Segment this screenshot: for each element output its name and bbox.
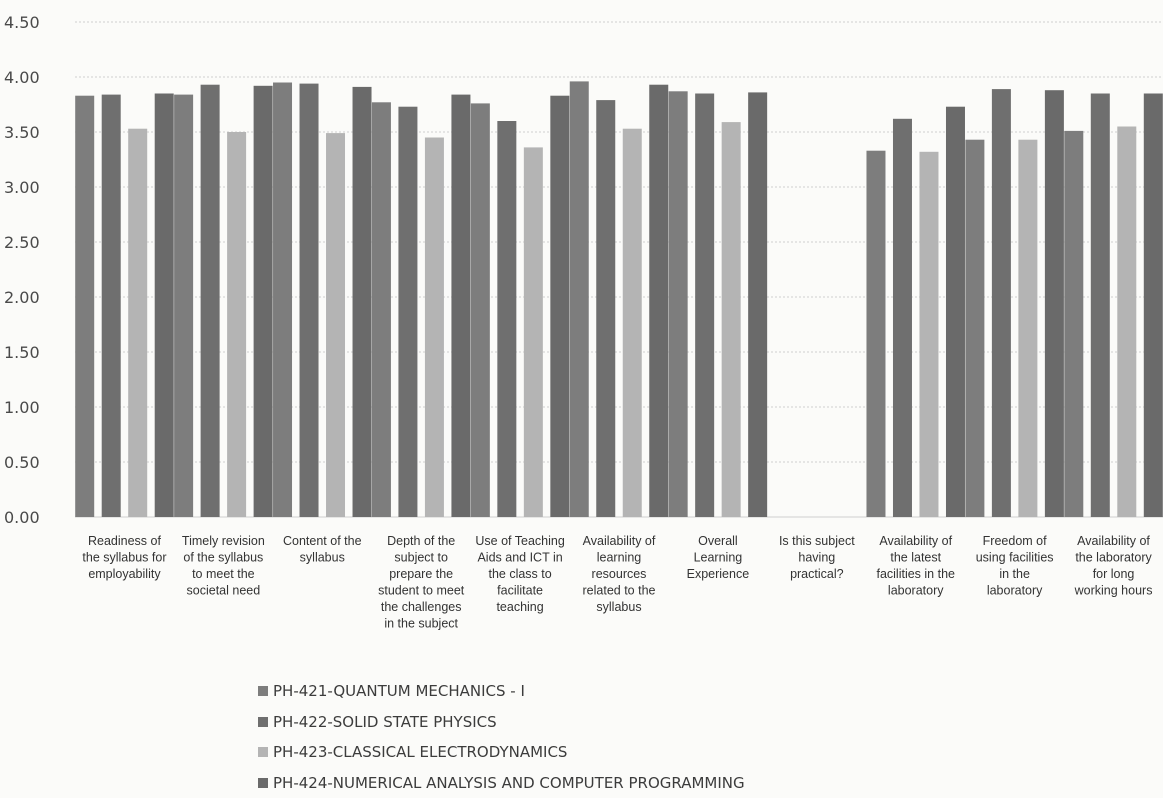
y-tick-label: 2.00 <box>4 288 40 307</box>
bar <box>300 84 319 517</box>
y-tick-label: 3.00 <box>4 178 40 197</box>
bar <box>451 95 470 517</box>
bar <box>353 87 372 517</box>
bar <box>75 96 94 517</box>
legend-swatch <box>258 778 268 788</box>
bar <box>372 102 391 517</box>
legend-item: PH-421-QUANTUM MECHANICS - I <box>258 676 745 707</box>
bar <box>965 140 984 517</box>
bar <box>919 152 938 517</box>
bar <box>273 83 292 518</box>
legend-label: PH-423-CLASSICAL ELECTRODYNAMICS <box>273 743 567 761</box>
bar <box>1064 131 1083 517</box>
bar <box>174 95 193 517</box>
y-tick-label: 2.50 <box>4 233 40 252</box>
legend-swatch <box>258 686 268 696</box>
y-axis: 0.00 0.50 1.00 1.50 2.00 2.50 3.00 3.50 4.00 4.50 <box>4 13 40 527</box>
bar <box>201 85 220 517</box>
y-tick-label: 4.00 <box>4 68 40 87</box>
bar <box>623 129 642 517</box>
bar <box>497 121 516 517</box>
legend-item: PH-424-NUMERICAL ANALYSIS AND COMPUTER P… <box>258 768 745 798</box>
y-tick-label: 1.50 <box>4 343 40 362</box>
bar <box>1045 90 1064 517</box>
bar <box>1144 94 1163 518</box>
legend: PH-421-QUANTUM MECHANICS - I PH-422-SOLID… <box>258 676 745 798</box>
y-tick-label: 1.00 <box>4 398 40 417</box>
bar <box>722 122 741 517</box>
bar <box>866 151 885 517</box>
legend-item: PH-422-SOLID STATE PHYSICS <box>258 707 745 738</box>
bar <box>227 132 246 517</box>
y-tick-label: 0.00 <box>4 508 40 527</box>
y-tick-label: 0.50 <box>4 453 40 472</box>
bars <box>75 81 1163 517</box>
bar <box>254 86 273 517</box>
bar <box>992 89 1011 517</box>
y-tick-label: 3.50 <box>4 123 40 142</box>
bar <box>398 107 417 517</box>
bar <box>425 138 444 518</box>
bar <box>946 107 965 517</box>
legend-label: PH-424-NUMERICAL ANALYSIS AND COMPUTER P… <box>273 774 745 792</box>
legend-label: PH-422-SOLID STATE PHYSICS <box>273 713 497 731</box>
bar <box>471 103 490 517</box>
bar <box>596 100 615 517</box>
bar <box>695 94 714 518</box>
bar <box>128 129 147 517</box>
bar <box>649 85 668 517</box>
legend-label: PH-421-QUANTUM MECHANICS - I <box>273 682 525 700</box>
legend-swatch <box>258 747 268 757</box>
bar <box>1018 140 1037 517</box>
bar <box>1117 127 1136 518</box>
bar <box>524 147 543 517</box>
bar <box>893 119 912 517</box>
bar <box>326 133 345 517</box>
bar <box>550 96 569 517</box>
bar <box>1091 94 1110 518</box>
bar <box>102 95 121 517</box>
bar <box>669 91 688 517</box>
legend-swatch <box>258 717 268 727</box>
bar <box>155 94 174 518</box>
bar <box>748 92 767 517</box>
y-tick-label: 4.50 <box>4 13 40 32</box>
bar <box>570 81 589 517</box>
legend-item: PH-423-CLASSICAL ELECTRODYNAMICS <box>258 737 745 768</box>
